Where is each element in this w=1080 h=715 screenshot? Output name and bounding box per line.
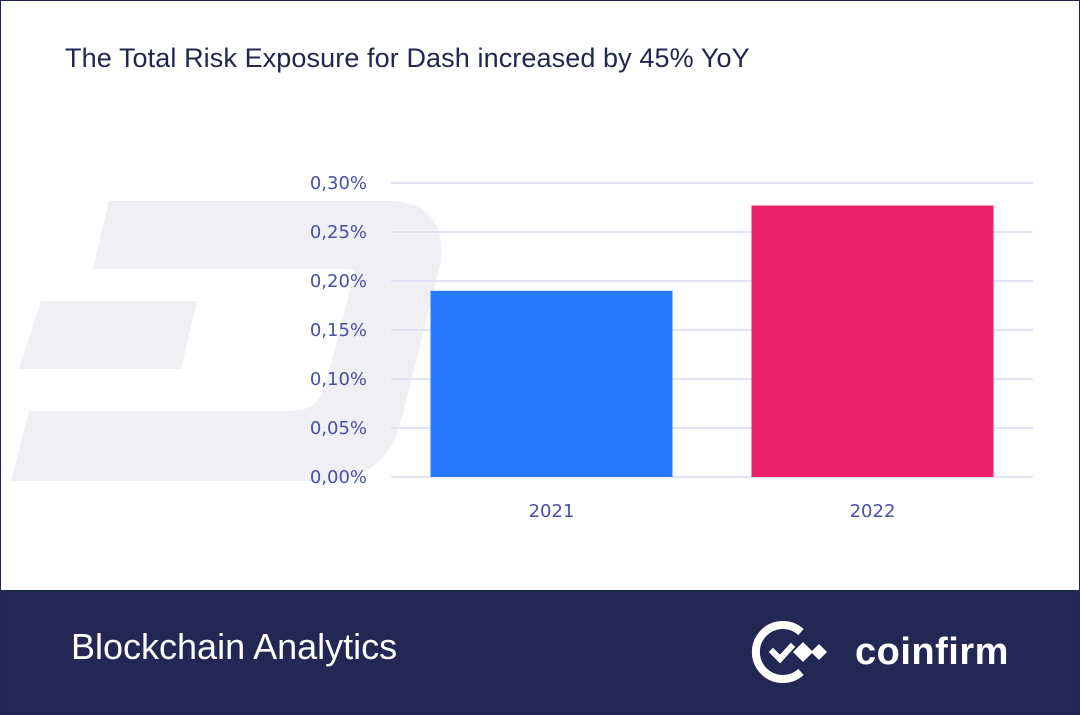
y-tick-label: 0,15% <box>310 320 367 341</box>
y-tick-label: 0,25% <box>310 222 367 243</box>
footer-label: Blockchain Analytics <box>71 626 398 667</box>
bar-2021 <box>430 290 673 477</box>
dash-logo-icon <box>11 201 442 481</box>
y-tick-label: 0,20% <box>310 271 367 292</box>
y-tick-label: 0,00% <box>310 467 367 488</box>
y-tick-label: 0,30% <box>310 173 367 194</box>
bar-2022 <box>751 205 994 478</box>
y-tick-label: 0,10% <box>310 369 367 390</box>
x-tick-label: 2022 <box>850 501 896 522</box>
brand-name: coinfirm <box>855 630 1009 673</box>
coinfirm-logo-icon <box>751 621 827 683</box>
chart-title: The Total Risk Exposure for Dash increas… <box>65 43 750 73</box>
footer-bar: Blockchain Analytics coinfirm <box>1 590 1079 714</box>
y-tick-label: 0,05% <box>310 418 367 439</box>
brand-logo: coinfirm <box>749 618 1009 686</box>
bar-chart: 0,00% 0,05% 0,10% 0,15% 0,20% 0,25% 0,30% 2021 2… <box>310 173 1033 522</box>
x-tick-label: 2021 <box>529 501 575 522</box>
